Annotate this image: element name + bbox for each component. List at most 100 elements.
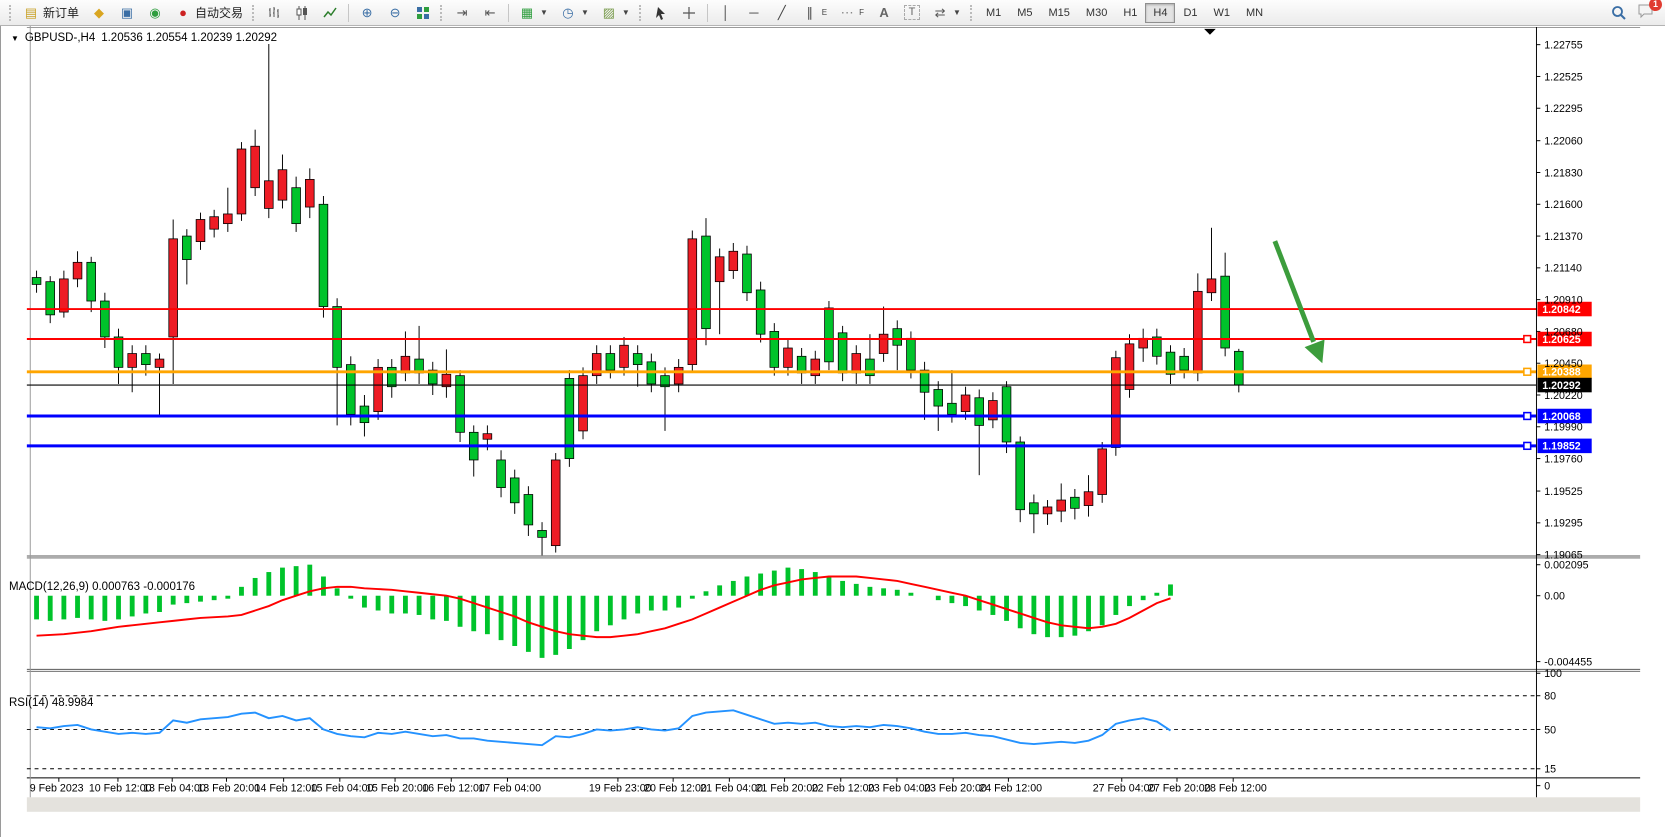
candle	[1097, 448, 1107, 495]
price-axis[interactable]	[1535, 26, 1592, 798]
cursor-tool-button[interactable]	[647, 2, 675, 24]
candle	[209, 216, 219, 230]
candle	[1001, 386, 1012, 443]
auto-trading-button[interactable]: ● 自动交易	[169, 1, 249, 24]
templates-button[interactable]: ▨ ▼	[595, 2, 636, 24]
candle	[1152, 336, 1162, 357]
hline-handle[interactable]	[1523, 411, 1532, 421]
signal-icon: ◉	[149, 4, 161, 20]
rsi-tick-label: 15	[1544, 764, 1556, 776]
candle	[810, 358, 821, 377]
hline-handle[interactable]	[1523, 367, 1532, 376]
candle	[974, 397, 984, 426]
data-window-button[interactable]: ▣	[113, 2, 141, 24]
chart-shift-icon: ⇥	[456, 4, 468, 20]
price-tick-label: 1.22755	[1544, 40, 1583, 52]
bar-chart-button[interactable]	[260, 2, 288, 24]
toolbar-grip[interactable]	[252, 4, 257, 21]
price-badge-label: 1.20292	[1542, 380, 1581, 392]
auto-scroll-button[interactable]: ⇤	[476, 2, 504, 24]
timeframe-mn[interactable]: MN	[1246, 6, 1264, 19]
tile-windows-icon	[417, 6, 430, 19]
date-tick-label: 24 Feb 12:00	[979, 782, 1042, 794]
trend-arrow-annotation[interactable]	[1272, 240, 1316, 343]
candle	[291, 187, 301, 225]
symbol-dropdown-icon[interactable]: ▼	[11, 33, 19, 43]
new-order-button[interactable]: ▤ 新订单	[17, 1, 85, 24]
macd-tick-label: -0.004455	[1544, 656, 1592, 668]
arrows-tool-button[interactable]: ⇄ ▼	[926, 2, 967, 24]
date-axis[interactable]	[58, 777, 1234, 782]
date-tick-label: 15 Feb 04:00	[311, 782, 374, 794]
zoom-out-button[interactable]: ⊖	[381, 2, 409, 24]
candle	[113, 336, 124, 368]
scroll-marker-icon[interactable]	[1204, 28, 1216, 35]
toolbar-grip[interactable]	[638, 4, 644, 21]
search-icon[interactable]	[1611, 5, 1627, 21]
tile-windows-button[interactable]	[409, 2, 437, 24]
timeframe-m1[interactable]: M1	[985, 6, 1002, 19]
crosshair-icon	[682, 6, 695, 19]
zoom-in-button[interactable]: ⊕	[353, 2, 381, 24]
timeframe-h4[interactable]: H4	[1145, 2, 1176, 23]
signals-button[interactable]: ◉	[141, 2, 169, 24]
crosshair-tool-button[interactable]	[675, 2, 703, 24]
toolbar-grip[interactable]	[969, 4, 975, 21]
candle	[45, 281, 55, 316]
timeframe-m15[interactable]: M15	[1048, 6, 1070, 19]
candle	[359, 405, 370, 424]
indicators-button[interactable]: ▦ ▼	[513, 2, 554, 24]
timeframe-m5[interactable]: M5	[1017, 6, 1033, 19]
toolbar-grip[interactable]	[440, 4, 445, 21]
template-icon: ▨	[602, 4, 616, 20]
fibonacci-tool-button[interactable]: ⋯ F	[833, 2, 870, 24]
horizontal-line-tool-button[interactable]: ─	[740, 2, 768, 24]
price-tick-label: 1.19525	[1544, 486, 1583, 498]
candle	[168, 238, 178, 338]
timeframe-m30[interactable]: M30	[1085, 6, 1108, 19]
profile-chart-icon: ▣	[120, 4, 134, 20]
date-tick-label: 19 Feb 23:00	[589, 782, 652, 794]
horizontal-line-icon: ─	[749, 4, 759, 20]
chart-shift-button[interactable]: ⇥	[448, 2, 476, 24]
candle	[1070, 496, 1080, 509]
hline-handle[interactable]	[1523, 441, 1532, 451]
price-tick-label: 1.19990	[1544, 422, 1583, 434]
channel-tool-button[interactable]: ∥ E	[796, 2, 833, 24]
cursor-icon	[655, 6, 665, 20]
rsi-line	[36, 709, 1172, 747]
date-tick-label: 13 Feb 04:00	[143, 782, 206, 794]
candle	[1179, 355, 1189, 371]
main-toolbar: ▤ 新订单 ◆ ▣ ◉ ● 自动交易 ⊕ ⊖ ⇥ ⇤ ▦ ▼ ◷ ▼	[0, 0, 1665, 26]
periods-button[interactable]: ◷ ▼	[554, 2, 595, 24]
timeframe-d1[interactable]: D1	[1183, 6, 1198, 19]
text-label-tool-button[interactable]: T	[898, 2, 926, 23]
timeframe-h1[interactable]: H1	[1123, 6, 1138, 19]
candle	[933, 389, 943, 407]
new-order-label: 新订单	[43, 6, 80, 20]
date-tick-label: 23 Feb 20:00	[924, 782, 987, 794]
hline-handle[interactable]	[1523, 334, 1532, 344]
market-watch-button[interactable]: ◆	[85, 2, 113, 24]
notifications-button[interactable]: 1	[1637, 0, 1662, 22]
arrows-tool-icon: ⇄	[934, 4, 946, 20]
trendline-tool-button[interactable]: ╱	[768, 2, 796, 24]
text-tool-button[interactable]: A	[870, 2, 898, 24]
candle	[182, 235, 192, 260]
trendline-icon: ╱	[777, 4, 786, 20]
fibo-letter: F	[859, 8, 865, 17]
timeframe-w1[interactable]: W1	[1213, 6, 1231, 19]
candle	[305, 179, 315, 208]
candles-layer	[31, 43, 1244, 556]
chart-canvas[interactable]: 1.22755 1.22525 1.22295 1.22060 1.21830 1.216…	[1, 26, 1665, 837]
equidistant-channel-icon: ∥	[806, 4, 814, 20]
candlestick-chart-button[interactable]	[288, 2, 316, 24]
candle	[154, 358, 165, 368]
line-chart-button[interactable]	[316, 2, 344, 24]
price-tick-label: 1.20680	[1544, 326, 1583, 338]
toolbar-grip[interactable]	[9, 4, 14, 21]
candle	[783, 347, 793, 368]
vertical-line-tool-button[interactable]: │	[712, 2, 740, 24]
text-label-icon: T	[904, 5, 921, 20]
trend-arrow-head	[1304, 339, 1325, 364]
